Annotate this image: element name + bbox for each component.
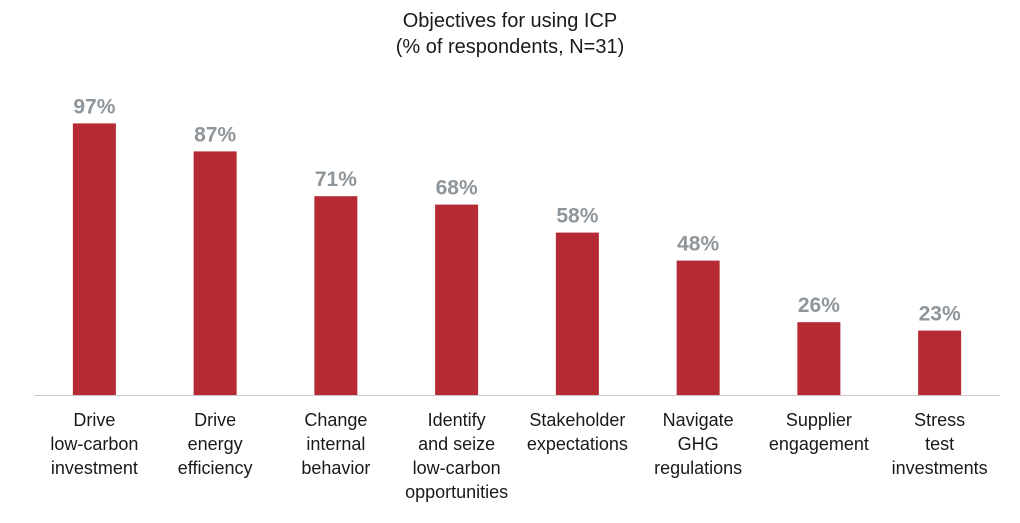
category-label: Supplier engagement [769,410,869,454]
bar [676,260,720,395]
bar [555,232,599,395]
chart-title-block: Objectives for using ICP (% of responden… [0,8,1020,60]
category-label-line: energy [188,434,243,454]
category-label-line: Navigate [663,410,734,430]
category-label-line: Stakeholder [529,410,625,430]
category-label: Navigate GHG regulations [654,410,742,478]
bar [797,322,841,395]
category-label-line: engagement [769,434,869,454]
category-label-line: and seize [418,434,495,454]
category-label: Stress test investments [892,410,988,478]
category-label-line: efficiency [178,458,253,478]
category-label-line: Stress [914,410,965,430]
data-label: 58% [556,205,598,228]
category-label-line: Identify [428,410,486,430]
bar [435,204,479,395]
category-label: Drive energy efficiency [178,410,253,478]
category-label-line: behavior [301,458,370,478]
category-label-line: Drive [73,410,115,430]
data-label: 68% [436,177,478,200]
data-label: 71% [315,168,357,191]
data-label: 97% [73,95,115,118]
bar [314,196,358,395]
category-label: Identify and seize low-carbon opportunities [405,410,508,502]
data-label: 87% [194,123,236,146]
data-label: 23% [919,303,961,326]
chart-title: Objectives for using ICP [402,10,618,32]
category-label-line: test [925,434,954,454]
chart-subtitle: (% of respondents, N=31) [395,36,625,58]
data-label: 26% [798,294,840,317]
category-label-line: GHG [678,434,719,454]
category-label-line: opportunities [405,482,508,502]
bar [72,123,116,396]
category-label-line: investment [51,458,138,478]
category-label-line: expectations [527,434,628,454]
category-label-line: Supplier [786,410,852,430]
category-label: Stakeholder expectations [527,410,628,454]
category-label-line: low-carbon [413,458,501,478]
bar [193,151,237,395]
category-label-line: internal [306,434,365,454]
category-label-line: regulations [654,458,742,478]
category-label-line: investments [892,458,988,478]
category-label-line: Change [304,410,367,430]
category-label-line: low-carbon [50,434,138,454]
category-label: Change internal behavior [301,410,370,478]
category-label: Drive low-carbon investment [50,410,138,478]
bar [918,330,962,395]
category-label-line: Drive [194,410,236,430]
data-label: 48% [677,233,719,256]
